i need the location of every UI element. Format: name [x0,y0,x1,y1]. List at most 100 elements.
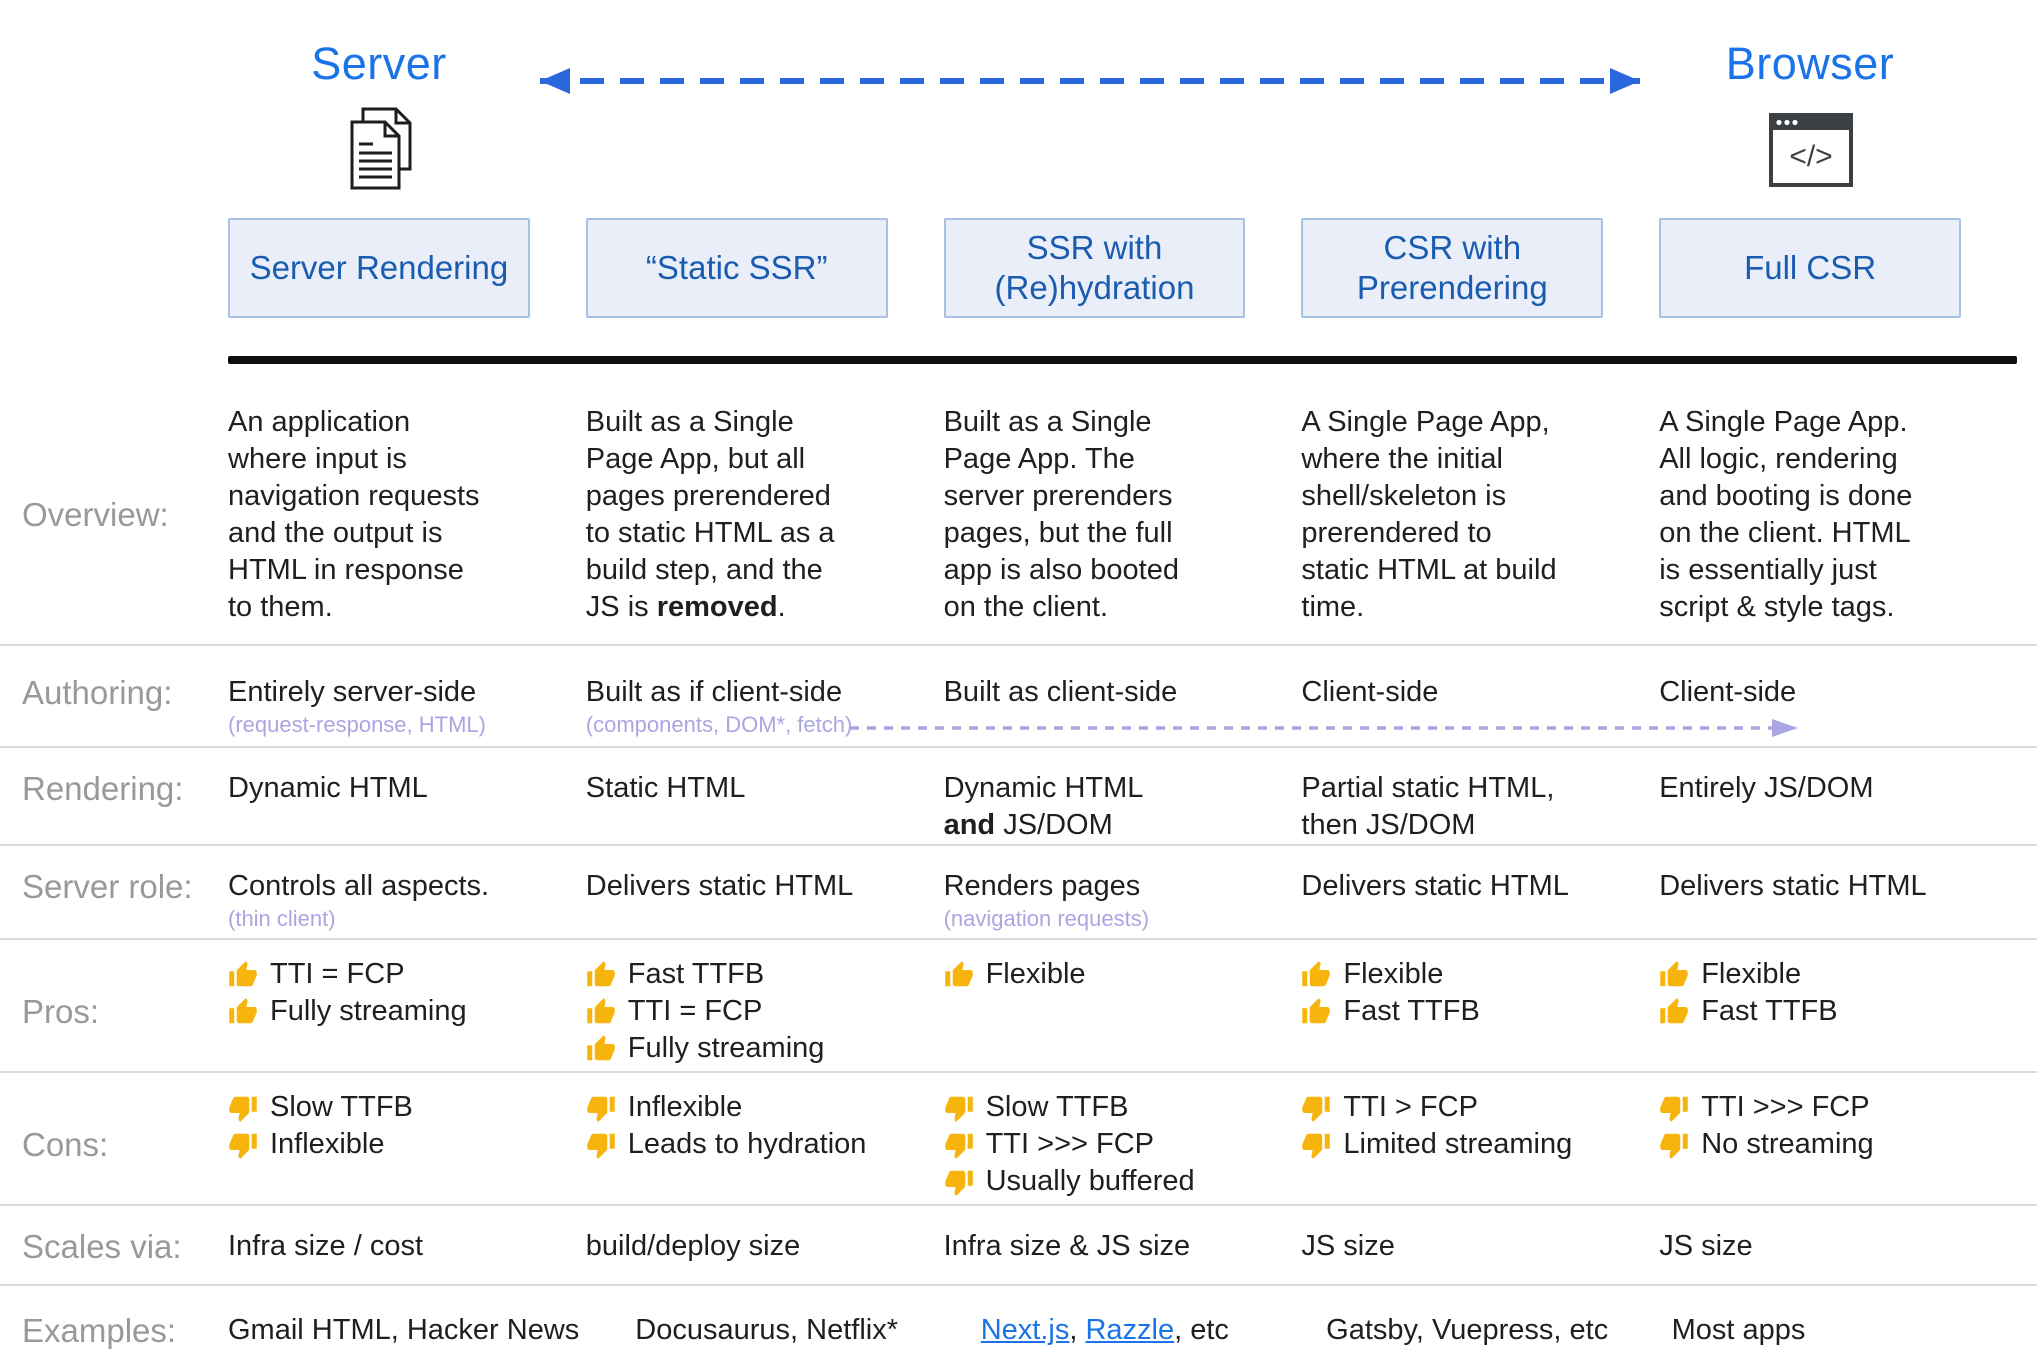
browser-label: Browser [1725,38,1895,89]
scales-csr-prerendering: JS size [1301,1230,1395,1262]
pro-item: Flexible [1659,956,1961,993]
row-examples: Examples: Gmail HTML, Hacker News Docusa… [0,1286,2037,1370]
rendering-csr-prerendering: Partial static HTML, then JS/DOM [1301,772,1555,841]
thumbs-up-icon [1302,960,1331,986]
thumbs-down-icon [1660,1133,1688,1159]
overview-static-ssr: Built as a Single Page App, but all page… [585,406,835,623]
authoring-ssr-rehydration: Built as client-side [943,676,1178,708]
thumbs-down-icon [944,1133,973,1159]
con-item: TTI >>> FCP [944,1126,1246,1163]
overview-ssr-rehydration: Built as a Single Page App. The server p… [943,406,1179,623]
row-label-cons: Cons: [22,1125,109,1163]
server-role-full-csr: Delivers static HTML [1659,870,1927,902]
column-header-full-csr: Full CSR [1659,218,1961,318]
nextjs-link[interactable]: Next.js [980,1314,1070,1346]
thumbs-up-icon [587,997,615,1023]
pros-static-ssr: Fast TTFB TTI = FCP Fully streaming [586,956,944,1067]
column-headers-row: Server Rendering “Static SSR” SSR with (… [0,218,2037,318]
browser-window-code-icon: </> [1769,113,1853,187]
thumbs-down-icon [1302,1096,1331,1122]
pro-item: Fast TTFB [1659,993,1961,1030]
con-item: TTI >>> FCP [1659,1089,1961,1126]
cons-csr-prerendering: TTI > FCP Limited streaming [1301,1089,1659,1200]
con-item: Inflexible [586,1089,888,1126]
pro-item: Fast TTFB [1301,993,1603,1030]
documents-icon [350,107,412,190]
row-authoring: Authoring: Entirely server-side (request… [0,646,2037,748]
row-pros: Pros: TTI = FCP Fully streaming Fast TTFB… [0,940,2037,1073]
thumbs-up-icon [944,960,973,986]
overview-csr-prerendering: A Single Page App, where the initial she… [1301,406,1557,623]
pro-item: TTI = FCP [586,993,888,1030]
authoring-annotation: (components, DOM*, fetch) [585,712,853,737]
authoring-server-rendering: Entirely server-side (request-response, … [228,674,586,739]
pro-item: Fully streaming [228,993,530,1030]
con-item: Slow TTFB [944,1089,1246,1126]
row-label-scales-via: Scales via: [22,1228,182,1265]
row-label-authoring: Authoring: [22,674,173,711]
row-label-pros: Pros: [22,992,100,1030]
row-rendering: Rendering: Dynamic HTML Static HTML Dyna… [0,748,2037,846]
cons-server-rendering: Slow TTFB Inflexible [228,1089,586,1200]
examples-static-ssr: Docusaurus, Netflix* [635,1314,898,1346]
column-header-csr-prerendering: CSR with Prerendering [1301,218,1604,318]
overview-full-csr: A Single Page App. All logic, rendering … [1659,406,1913,623]
examples-csr-prerendering: Gatsby, Vuepress, etc [1326,1314,1609,1346]
scales-static-ssr: build/deploy size [585,1230,801,1262]
pros-server-rendering: TTI = FCP Fully streaming [228,956,586,1067]
con-item: Limited streaming [1301,1126,1603,1163]
authoring-static-ssr: Built as if client-side (components, DOM… [586,674,944,739]
thumbs-up-icon [587,960,615,986]
scales-server-rendering: Infra size / cost [228,1230,424,1262]
authoring-full-csr: Client-side [1659,676,1797,708]
thumbs-up-icon [1302,997,1331,1023]
razzle-link[interactable]: Razzle [1085,1314,1175,1346]
column-header-ssr-rehydration: SSR with (Re)hydration [943,218,1246,318]
thumbs-down-icon [229,1096,257,1122]
con-item: No streaming [1659,1126,1961,1163]
authoring-annotation: (request-response, HTML) [228,712,486,737]
thumbs-down-icon [1660,1096,1688,1122]
authoring-csr-prerendering: Client-side [1301,676,1439,708]
row-label-rendering: Rendering: [22,770,184,807]
top-header: Server Browser </> [0,0,2037,218]
examples-server-rendering: Gmail HTML, Hacker News [228,1314,580,1346]
header-spacer [22,218,228,318]
con-item: Slow TTFB [228,1089,530,1126]
column-header-static-ssr: “Static SSR” [585,218,888,318]
server-role-static-ssr: Delivers static HTML [585,870,854,902]
row-scales-via: Scales via: Infra size / cost build/depl… [0,1206,2037,1286]
thumbs-down-icon [587,1133,615,1159]
rendering-ssr-rehydration: Dynamic HTML and JS/DOM [943,772,1144,841]
con-item: Inflexible [228,1126,530,1163]
con-item: TTI > FCP [1301,1089,1603,1126]
pro-item: Flexible [1301,956,1603,993]
row-cons: Cons: Slow TTFB Inflexible Inflexible Lead… [0,1073,2037,1206]
rendering-static-ssr: Static HTML [585,772,746,804]
con-item: Leads to hydration [586,1126,888,1163]
thumbs-up-icon [1660,960,1688,986]
row-label-server-role: Server role: [22,868,193,905]
row-label-examples: Examples: [22,1312,177,1349]
thumbs-up-icon [229,960,257,986]
pro-item: Fast TTFB [586,956,888,993]
thumbs-up-icon [587,1034,615,1060]
scales-full-csr: JS size [1659,1230,1753,1262]
server-role-server-rendering: Controls all aspects. (thin client) [228,868,586,933]
thumbs-down-icon [229,1133,257,1159]
cons-ssr-rehydration: Slow TTFB TTI >>> FCP Usually buffered [944,1089,1302,1200]
thumbs-down-icon [587,1096,615,1122]
rendering-full-csr: Entirely JS/DOM [1659,772,1874,804]
scales-ssr-rehydration: Infra size & JS size [943,1230,1191,1262]
row-label-overview: Overview: [22,496,169,533]
overview-server-rendering: An application where input is navigation… [228,406,480,623]
server-role-csr-prerendering: Delivers static HTML [1301,870,1569,902]
server-label: Server [311,38,447,89]
examples-ssr-rehydration: Next.js, Razzle, etc [980,1314,1229,1346]
table-top-divider [228,356,2017,364]
con-item: Usually buffered [944,1163,1246,1200]
row-overview: Overview: An application where input is … [0,364,2037,646]
column-header-server-rendering: Server Rendering [228,218,530,318]
client-side-dashed-arrow [850,719,1798,737]
